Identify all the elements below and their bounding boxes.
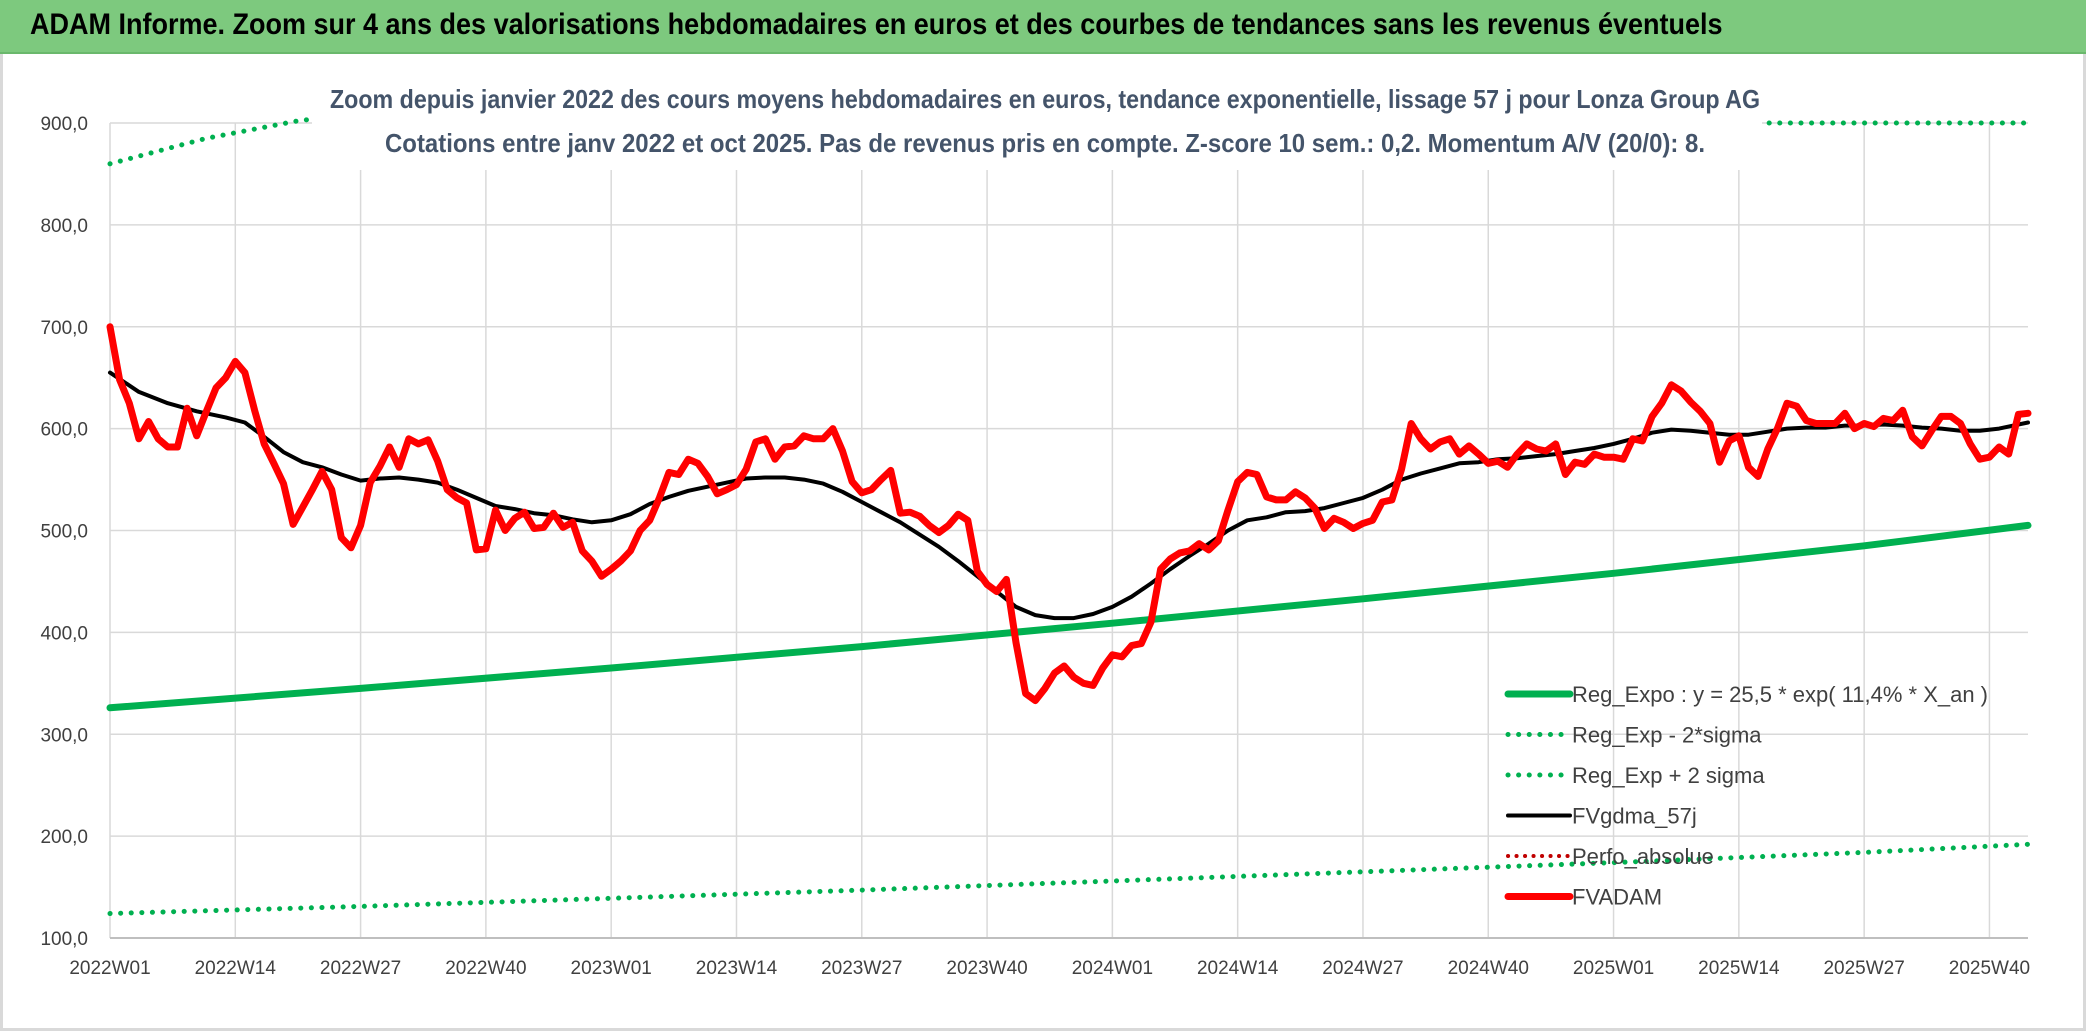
series-line-fvadam: [106, 323, 2032, 705]
y-axis-tick-labels: 100,0 200,0 300,0 400,0 500,0 600,0 700,0 800,0…: [40, 114, 88, 950]
x-tick-label: 2023W14: [696, 958, 778, 979]
series-line-reg-exp-2-sigma: [107, 841, 2031, 916]
legend-label-fvadam: FVADAM: [1572, 885, 1662, 910]
x-tick-label: 2025W01: [1573, 958, 1654, 979]
y-tick-label: 500,0: [40, 522, 88, 543]
legend-label-reg-exp-2-sigma: Reg_Exp + 2 sigma: [1572, 763, 1765, 788]
series-layer: [106, 117, 2032, 916]
x-tick-label: 2022W14: [195, 958, 277, 979]
x-tick-label: 2023W40: [946, 958, 1027, 979]
x-tick-label: 2025W27: [1823, 958, 1904, 979]
x-tick-label: 2022W27: [320, 958, 401, 979]
x-tick-label: 2023W27: [821, 958, 902, 979]
x-tick-label: 2025W40: [1949, 958, 2030, 979]
y-tick-label: 300,0: [40, 725, 88, 746]
y-tick-label: 600,0: [40, 420, 88, 441]
x-tick-label: 2022W01: [69, 958, 150, 979]
chart-title-background: [312, 80, 1762, 170]
legend-label-perfo-absolue: Perfo_absolue: [1572, 844, 1714, 869]
chart-grid: [109, 122, 2028, 939]
legend-label-fvgdma-57j: FVgdma_57j: [1572, 804, 1697, 829]
y-tick-label: 700,0: [40, 318, 88, 339]
chart-legend: Reg_Expo : y = 25,5 * exp( 11,4% * X_an …: [1504, 682, 1988, 910]
x-tick-label: 2024W40: [1448, 958, 1529, 979]
x-tick-label: 2022W40: [445, 958, 526, 979]
series-line-reg-expo-y-25-5-exp-11-4-x-an: [106, 521, 2032, 712]
x-tick-label: 2024W27: [1322, 958, 1403, 979]
chart-title: Zoom depuis janvier 2022 des cours moyen…: [330, 84, 1760, 114]
y-tick-label: 900,0: [40, 114, 88, 135]
x-tick-label: 2025W14: [1698, 958, 1780, 979]
legend-label-reg-exp-2-sigma: Reg_Exp - 2*sigma: [1572, 723, 1762, 748]
report-banner: ADAM Informe. Zoom sur 4 ans des valoris…: [0, 0, 2086, 54]
y-tick-label: 100,0: [40, 929, 88, 950]
y-tick-label: 800,0: [40, 216, 88, 237]
x-tick-label: 2024W14: [1197, 958, 1279, 979]
chart-subtitle: Cotations entre janv 2022 et oct 2025. P…: [385, 128, 1705, 158]
banner-title: ADAM Informe. Zoom sur 4 ans des valoris…: [30, 8, 1723, 41]
legend-label-reg-expo-y-25-5-exp-11-4-x-an: Reg_Expo : y = 25,5 * exp( 11,4% * X_an …: [1572, 682, 1988, 707]
x-axis-tick-labels: 2022W01 2022W14 2022W27 2022W40 2023W01 2023W…: [69, 958, 2030, 979]
y-tick-label: 400,0: [40, 623, 88, 644]
chart-frame: [0, 54, 2086, 1031]
series-line-fvgdma-57j: [108, 370, 2030, 621]
x-tick-label: 2024W01: [1072, 958, 1153, 979]
y-tick-label: 200,0: [40, 827, 88, 848]
x-tick-label: 2023W01: [571, 958, 652, 979]
